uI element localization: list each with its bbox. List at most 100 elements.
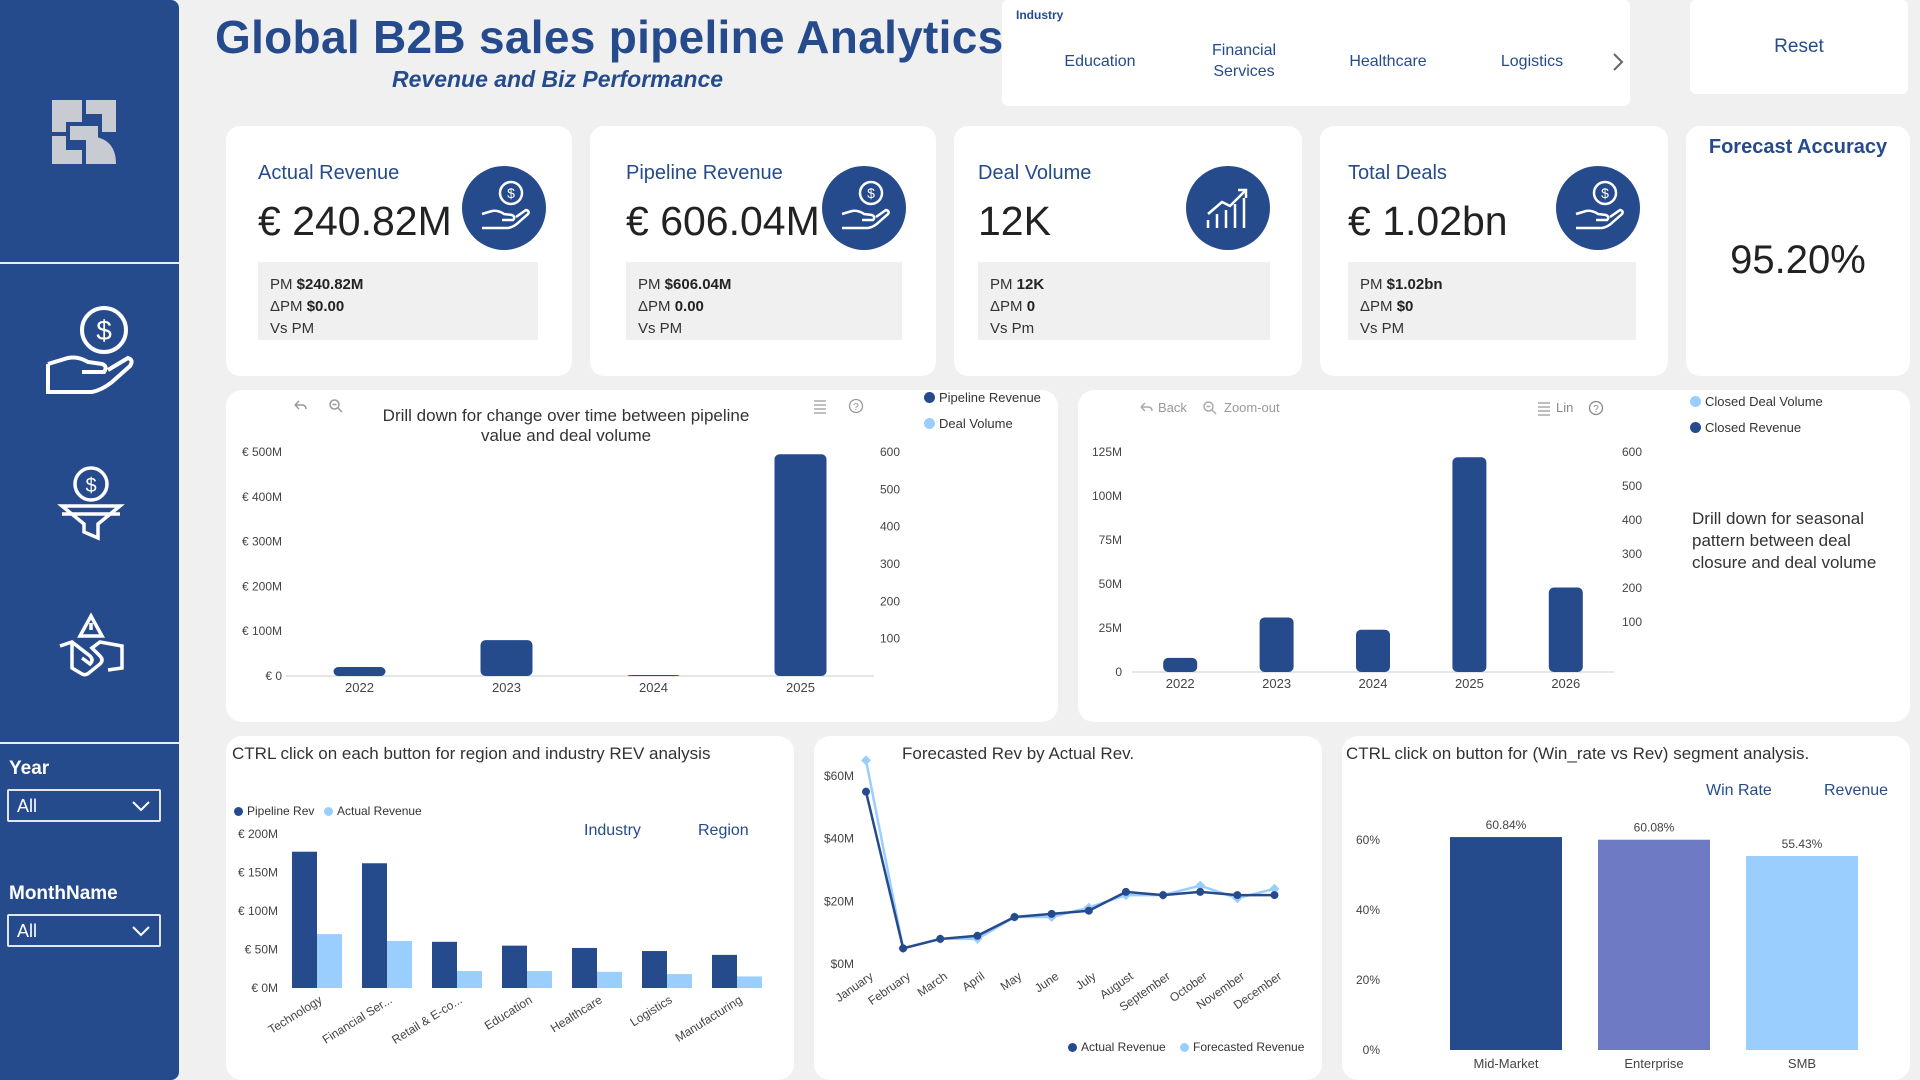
handshake-warning-icon[interactable] [56, 612, 126, 682]
chart-title: Forecasted Rev by Actual Rev. [902, 744, 1135, 763]
kpi-comparison: PM $240.82M ΔPM $0.00 Vs PM [258, 262, 538, 340]
kpi-value: € 606.04M [626, 198, 820, 244]
dpm-value: $0.00 [306, 298, 345, 315]
y-tick-label: $0M [831, 957, 854, 971]
industry-rev-chart: € 0M € 50M € 100M € 150M € 200M TechnologyFin… [238, 827, 762, 1047]
zoom-out-icon[interactable] [1202, 400, 1218, 416]
forecast-actual-panel: Forecasted Rev by Actual Rev. Actual Rev… [814, 736, 1322, 1080]
revenue-button[interactable]: Revenue [1824, 782, 1889, 799]
legend-swatch [1068, 1043, 1077, 1052]
bar-pipeline-rev [362, 863, 387, 988]
hand-dollar-icon[interactable]: $ [42, 302, 138, 398]
y-tick-label: $60M [824, 769, 854, 783]
legend-swatch [924, 392, 935, 403]
y-tick-label: 0% [1363, 1043, 1381, 1057]
y-tick-label: € 150M [238, 866, 278, 880]
actual-revenue-point [1233, 891, 1242, 900]
lin-button[interactable]: Lin [1556, 400, 1574, 415]
actual-revenue-line [864, 791, 1275, 950]
help-icon[interactable]: ? [848, 398, 864, 414]
page-subtitle: Revenue and Biz Performance [392, 66, 724, 92]
win-rate-button[interactable]: Win Rate [1706, 782, 1772, 799]
reset-button[interactable]: Reset [1690, 0, 1908, 94]
chevron-right-icon[interactable] [1612, 52, 1624, 72]
kpi-card-deal-volume: Deal Volume 12K PM 12K ΔPM 0 Vs Pm [954, 126, 1302, 376]
industry-option-education[interactable]: Education [1064, 53, 1136, 70]
dpm-value: $0 [1396, 298, 1414, 315]
dpm-value: 0.00 [674, 298, 704, 315]
back-button[interactable]: Back [1158, 400, 1187, 415]
trend-up-icon [1186, 166, 1270, 250]
y-tick-label: € 100M [238, 904, 278, 918]
legend-item: Deal Volume [924, 416, 1013, 431]
legend-swatch [1180, 1043, 1189, 1052]
vs-label: Vs PM [638, 320, 683, 337]
dpm-label: ΔPM [990, 298, 1023, 315]
actual-revenue-point [1159, 891, 1168, 900]
bar-closed-revenue [1548, 587, 1583, 672]
legend-swatch [924, 418, 935, 429]
pm-value: 12K [1016, 276, 1045, 293]
kpi-comparison: PM $1.02bn ΔPM $0 Vs PM [1348, 262, 1636, 340]
bar-pipeline-rev [292, 851, 317, 988]
funnel-dollar-icon[interactable]: $ [56, 462, 126, 542]
pm-label: PM [270, 276, 293, 293]
bar-closed-revenue [1356, 629, 1390, 672]
region-button[interactable]: Region [698, 822, 749, 839]
forecasted-revenue-point [1195, 880, 1206, 891]
x-tick-label: 2023 [1262, 676, 1291, 691]
bar-pipeline-revenue [333, 667, 386, 676]
x-tick-label: Logistics [628, 993, 675, 1030]
bar-closed-revenue [1259, 617, 1294, 672]
x-tick-label: Manufacturing [673, 993, 745, 1045]
kpi-value: 12K [978, 198, 1051, 244]
back-icon[interactable] [1138, 400, 1154, 416]
bar-pipeline-rev [642, 951, 667, 988]
year-slicer-value: All [17, 796, 38, 816]
svg-text:$: $ [507, 185, 515, 201]
y-tick-label: € 500M [242, 445, 282, 459]
vs-label: Vs PM [1360, 320, 1405, 337]
legend-item: Closed Deal Volume [1690, 394, 1823, 409]
dpm-label: ΔPM [638, 298, 671, 315]
zoom-out-icon[interactable] [328, 398, 344, 414]
svg-text:$: $ [1601, 185, 1609, 201]
bar-closed-revenue [1163, 657, 1198, 672]
industry-option-financial-services[interactable]: Financial Services [1211, 42, 1277, 80]
legend-item: Forecasted Revenue [1180, 1040, 1304, 1054]
industry-option-logistics[interactable]: Logistics [1500, 53, 1564, 70]
industry-option-healthcare[interactable]: Healthcare [1349, 53, 1427, 70]
kpi-title: Pipeline Revenue [626, 162, 783, 184]
x-tick-label: Healthcare [548, 992, 605, 1035]
y2-tick-label: 600 [1622, 445, 1642, 459]
zoom-out-button[interactable]: Zoom-out [1224, 400, 1280, 415]
year-slicer[interactable]: All [7, 789, 161, 822]
drill-up-icon[interactable] [292, 398, 308, 414]
legend-swatch [1690, 396, 1701, 407]
list-icon[interactable] [1536, 400, 1552, 416]
list-icon[interactable] [812, 398, 828, 414]
x-tick-label: Technology [266, 993, 325, 1037]
kpi-title: Deal Volume [978, 162, 1092, 184]
help-icon[interactable]: ? [1588, 400, 1604, 416]
hand-dollar-icon: $ [1556, 166, 1640, 250]
chevron-down-icon [132, 801, 150, 812]
legend-item: Pipeline Rev [234, 804, 314, 818]
y-tick-label: 60% [1356, 833, 1380, 847]
kpi-card-total-deals: Total Deals € 1.02bn $ PM $1.02bn ΔPM $0… [1320, 126, 1668, 376]
legend-label: Actual Revenue [337, 804, 422, 818]
industry-slicer-label: Industry [1016, 8, 1064, 22]
industry-button[interactable]: Industry [584, 822, 641, 839]
month-slicer[interactable]: All [7, 914, 161, 947]
x-tick-label: 2022 [1166, 676, 1195, 691]
vs-label: Vs Pm [990, 320, 1035, 337]
kpi-card-forecast-accuracy: Forecast Accuracy 95.20% [1686, 126, 1910, 376]
svg-text:?: ? [1593, 404, 1599, 415]
kpi-comparison: PM 12K ΔPM 0 Vs Pm [978, 262, 1270, 340]
seasonal-closure-panel: Back Zoom-out Lin ? Closed Deal Volume C… [1078, 390, 1910, 722]
actual-revenue-point [1270, 891, 1279, 900]
actual-revenue-point [862, 787, 870, 796]
data-label: 60.08% [1634, 821, 1675, 835]
month-slicer-value: All [17, 921, 38, 941]
bar-closed-revenue [1452, 457, 1487, 672]
